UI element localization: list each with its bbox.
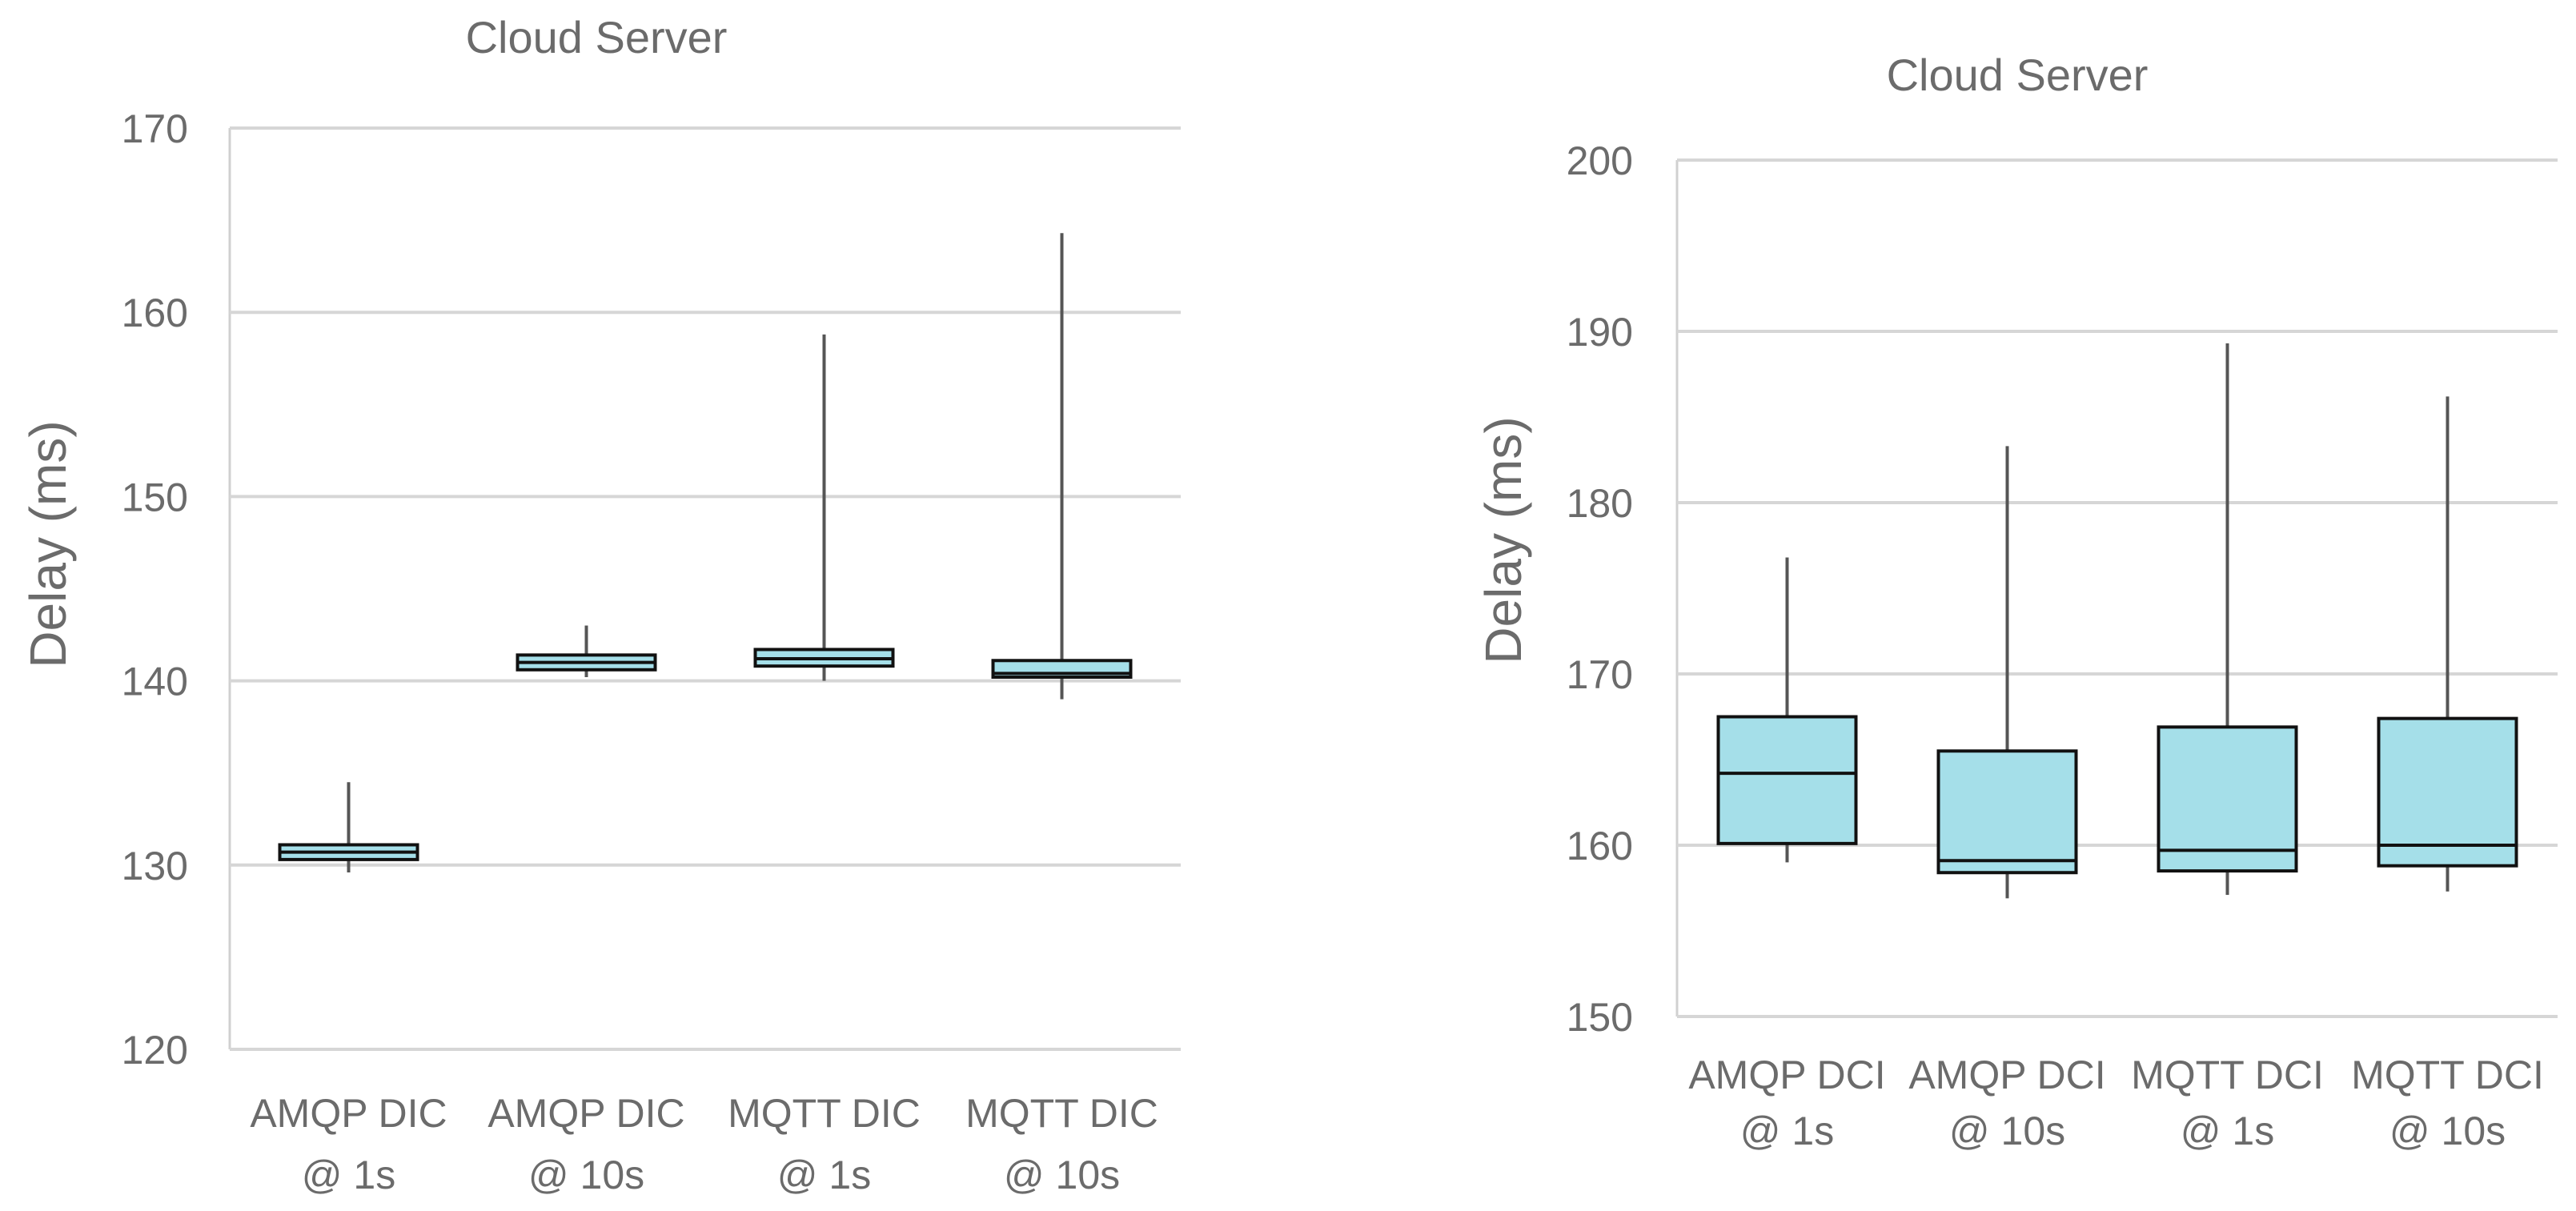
x-categories: AMQP DIC @ 1s AMQP DIC @ 10s MQTT DIC @ 1s MQT… (250, 1091, 1158, 1197)
y-tick-label: 140 (122, 660, 188, 704)
chart-left: Cloud Server Delay (ms) 1201301401501601… (19, 12, 1181, 1197)
y-tick-label: 150 (122, 475, 188, 519)
y-tick-label: 170 (122, 106, 188, 151)
box-iqr (2377, 716, 2518, 868)
x-category-label: AMQP DIC (250, 1091, 447, 1136)
x-category-sublabel: @ 10s (1949, 1109, 2065, 1153)
x-category-label: AMQP DIC (488, 1091, 684, 1136)
box-plot-item (753, 334, 895, 681)
box-plot-item (1936, 446, 2078, 899)
x-category-sublabel: @ 1s (2181, 1109, 2274, 1153)
y-tick-label: 120 (122, 1028, 188, 1073)
boxes (1716, 343, 2518, 899)
chart-title: Cloud Server (1887, 50, 2149, 100)
y-ticks: 120 130 140 150 160 170 (122, 106, 188, 1073)
y-tick-label: 190 (1567, 310, 1633, 355)
box-plot-item (2157, 343, 2298, 896)
chart-right: Cloud Server Delay (ms) 150 160 170 180 190 2… (1475, 50, 2558, 1153)
box-iqr (1936, 749, 2078, 875)
y-tick-label: 170 (1567, 652, 1633, 697)
box-plot-item (516, 625, 657, 677)
boxes (278, 233, 1133, 873)
x-category-label: AMQP DCI (1688, 1053, 1885, 1097)
x-category-label: MQTT DCI (2131, 1053, 2324, 1097)
box-plot-item (278, 782, 419, 873)
x-category-label: MQTT DIC (965, 1091, 1158, 1136)
chart-title: Cloud Server (466, 12, 728, 62)
y-tick-label: 180 (1567, 481, 1633, 526)
y-axis-label: Delay (ms) (1475, 416, 1532, 664)
x-category-sublabel: @ 1s (1740, 1109, 1834, 1153)
x-category-sublabel: @ 10s (2389, 1109, 2506, 1153)
gridlines (1675, 158, 2558, 1018)
y-tick-label: 150 (1567, 995, 1633, 1040)
x-category-sublabel: @ 1s (302, 1153, 395, 1197)
x-category-label: MQTT DCI (2351, 1053, 2544, 1097)
box-plot-item (991, 233, 1133, 700)
x-category-label: AMQP DCI (1908, 1053, 2105, 1097)
box-plot-item (1716, 557, 1858, 863)
gridlines (228, 126, 1181, 1051)
y-tick-label: 200 (1567, 138, 1633, 183)
box-iqr (2157, 725, 2298, 873)
y-tick-label: 130 (122, 844, 188, 888)
x-category-sublabel: @ 1s (777, 1153, 871, 1197)
box-plot-item (2377, 396, 2518, 892)
y-ticks: 150 160 170 180 190 200 (1567, 138, 1633, 1040)
x-category-label: MQTT DIC (728, 1091, 921, 1136)
y-axis-label: Delay (ms) (19, 420, 77, 668)
y-tick-label: 160 (1567, 824, 1633, 868)
y-tick-label: 160 (122, 291, 188, 335)
x-categories: AMQP DCI @ 1s AMQP DCI @ 10s MQTT DCI @ 1s MQT… (1688, 1053, 2544, 1153)
x-category-sublabel: @ 10s (1004, 1153, 1120, 1197)
box-iqr (1716, 715, 1858, 845)
x-category-sublabel: @ 10s (528, 1153, 644, 1197)
